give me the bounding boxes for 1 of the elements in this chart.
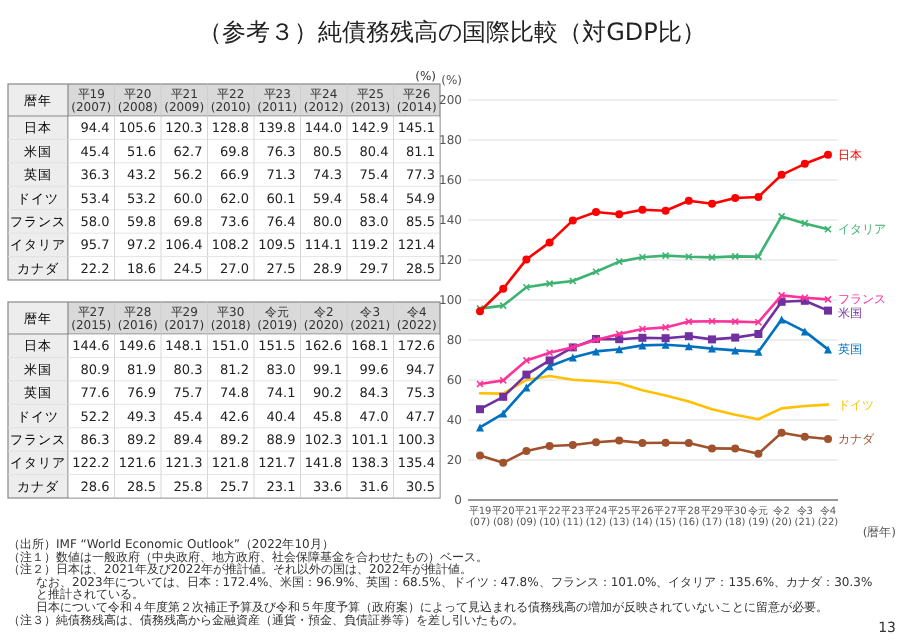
chart-title: （参考３）純債務残高の国際比較（対GDP比）	[198, 18, 706, 46]
